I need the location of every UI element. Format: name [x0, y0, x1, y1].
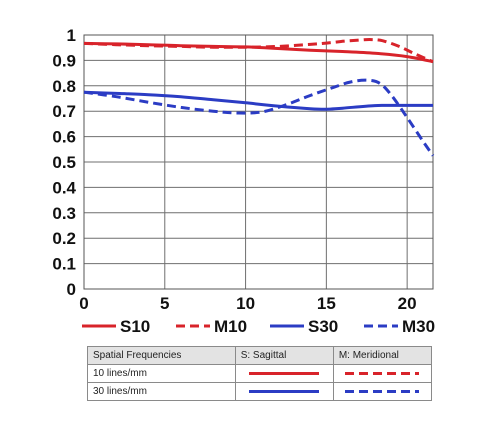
y-tick-label: 0.1 [52, 255, 76, 274]
key-row-label: 30 lines/mm [87, 382, 236, 401]
x-tick-label: 20 [398, 294, 417, 313]
key-sagittal-swatch-30 [234, 382, 334, 401]
legend-label-m30: M30 [402, 317, 435, 336]
frequency-key-table: Spatial Frequencies S: Sagittal M: Merid… [87, 346, 433, 401]
key-row-30lines: 30 lines/mm [87, 382, 433, 401]
dashed-line-swatch [345, 372, 420, 375]
chart-legend: S10 M10 S30 M30 [82, 317, 435, 336]
key-header-sagittal: S: Sagittal [234, 346, 334, 365]
y-tick-label: 0.7 [52, 102, 76, 121]
key-table-header-row: Spatial Frequencies S: Sagittal M: Merid… [87, 346, 433, 365]
chart-series-group [83, 38, 435, 157]
y-tick-label: 0.8 [52, 77, 76, 96]
key-header-meridional: M: Meridional [332, 346, 433, 365]
y-tick-label: 1 [67, 26, 76, 45]
plot-frame [83, 34, 434, 290]
key-header-frequencies: Spatial Frequencies [87, 346, 236, 365]
key-meridional-swatch-30 [332, 382, 433, 401]
legend-label-m10: M10 [214, 317, 247, 336]
y-tick-label: 0.6 [52, 128, 76, 147]
legend-label-s10: S10 [120, 317, 150, 336]
x-tick-label: 10 [236, 294, 255, 313]
series-line-m30 [83, 78, 435, 157]
legend-label-s30: S30 [308, 317, 338, 336]
key-row-label: 10 lines/mm [87, 364, 236, 383]
y-tick-label: 0.4 [52, 178, 76, 197]
x-tick-label: 15 [317, 294, 336, 313]
y-tick-label: 0.3 [52, 204, 76, 223]
y-tick-label: 0 [67, 280, 76, 299]
chart-tick-labels: 00.10.20.30.40.50.60.70.80.910 5 10 15 20 [52, 26, 416, 313]
x-tick-label: 0 [79, 294, 88, 313]
key-row-10lines: 10 lines/mm [87, 364, 433, 383]
key-sagittal-swatch-10 [234, 364, 334, 383]
chart-grid [83, 34, 434, 290]
series-line-s30 [83, 90, 434, 111]
y-tick-label: 0.2 [52, 229, 76, 248]
series-line-m10 [83, 38, 434, 64]
key-meridional-swatch-10 [332, 364, 433, 383]
y-tick-label: 0.5 [52, 153, 76, 172]
dashed-line-swatch [345, 390, 420, 393]
solid-line-swatch [249, 372, 320, 375]
solid-line-swatch [249, 390, 320, 393]
x-tick-label: 5 [160, 294, 169, 313]
y-tick-label: 0.9 [52, 51, 76, 70]
